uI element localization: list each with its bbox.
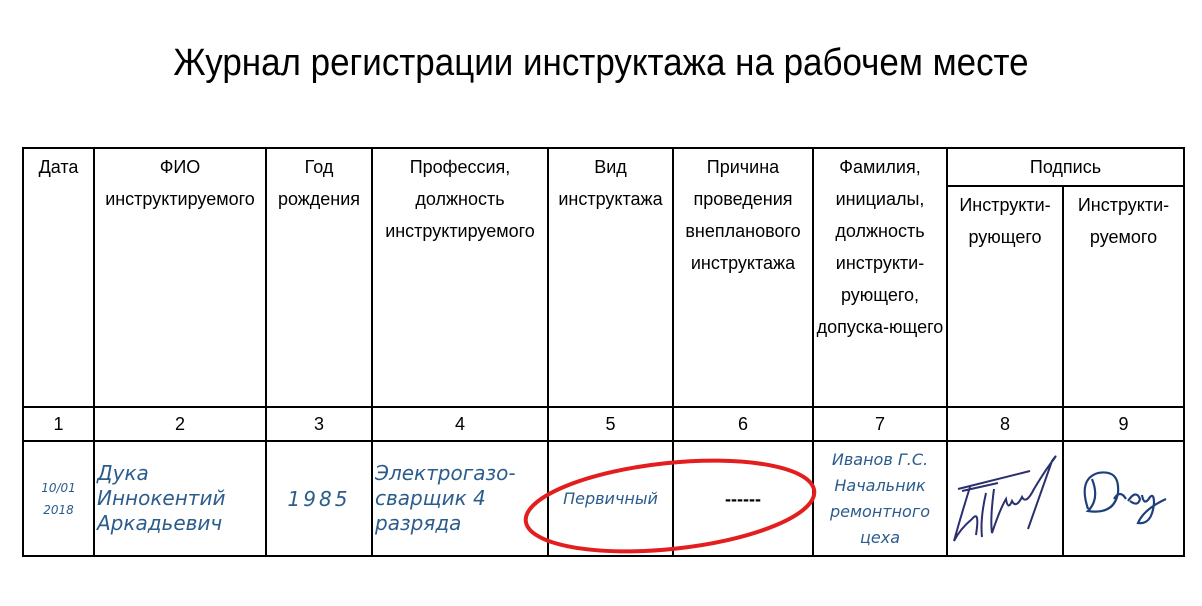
column-number: 3 [265,406,373,442]
header-briefing-type: Вид инструктажа [547,147,674,408]
column-number: 5 [547,406,674,442]
profession-line: разряда [375,511,462,535]
cell-briefing-type: Первичный [547,440,674,557]
date-line: 10/01 [41,480,76,495]
column-number: 1 [22,406,95,442]
column-number: 8 [946,406,1064,442]
column-number: 2 [93,406,267,442]
briefing-journal-table: Дата ФИО инструктируемого Год рождения П… [22,147,1185,557]
header-birth-year: Год рождения [265,147,373,408]
instructor-line: цеха [859,527,900,547]
profession-line: Электрогазо- [375,461,516,485]
profession-line: сварщик 4 [375,486,486,510]
date-line: 2018 [43,502,74,517]
fio-line: Дука [97,461,149,485]
cell-sig-instructed [1062,440,1185,557]
header-sig-instructor: Инструкти-рующего [946,185,1064,408]
instructed-signature [1083,470,1166,524]
header-reason: Причина проведения внепланового инструкт… [672,147,814,408]
cell-instructor: Иванов Г.С. Начальник ремонтного цеха [812,440,948,557]
header-profession: Профессия, должность инструктируемого [371,147,549,408]
page-title: Журнал регистрации инструктажа на рабоче… [173,42,1029,84]
instructor-signature [953,454,1057,541]
instructor-line: Иванов Г.С. [831,449,929,469]
cell-sig-instructor [946,440,1064,557]
header-date: Дата [22,147,95,408]
header-instructor: Фамилия, инициалы, должность инструкти-р… [812,147,948,408]
header-signature: Подпись [946,147,1185,187]
column-number: 4 [371,406,549,442]
column-number: 9 [1062,406,1185,442]
cell-fio: Дука Иннокентий Аркадьевич [93,440,267,557]
column-number: 7 [812,406,948,442]
fio-line: Иннокентий [97,486,226,510]
cell-date: 10/01 2018 [22,440,95,557]
header-fio: ФИО инструктируемого [93,147,267,408]
column-number: 6 [672,406,814,442]
cell-birth-year: 1985 [265,440,373,557]
instructor-line: Начальник [834,475,926,495]
cell-reason: ------ [672,440,814,557]
header-sig-instructed: Инструкти-руемого [1062,185,1185,408]
cell-profession: Электрогазо- сварщик 4 разряда [371,440,549,557]
table-row: 10/01 2018 Дука Иннокентий Аркадьевич 19… [22,440,1185,557]
instructor-line: ремонтного [829,501,931,521]
fio-line: Аркадьевич [97,511,223,535]
